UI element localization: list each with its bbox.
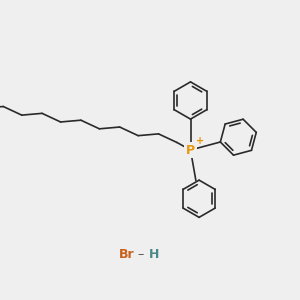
Text: Br: Br xyxy=(119,248,135,262)
Text: +: + xyxy=(196,136,204,146)
Text: –: – xyxy=(137,248,143,262)
Text: P: P xyxy=(186,143,195,157)
Text: H: H xyxy=(149,248,160,262)
